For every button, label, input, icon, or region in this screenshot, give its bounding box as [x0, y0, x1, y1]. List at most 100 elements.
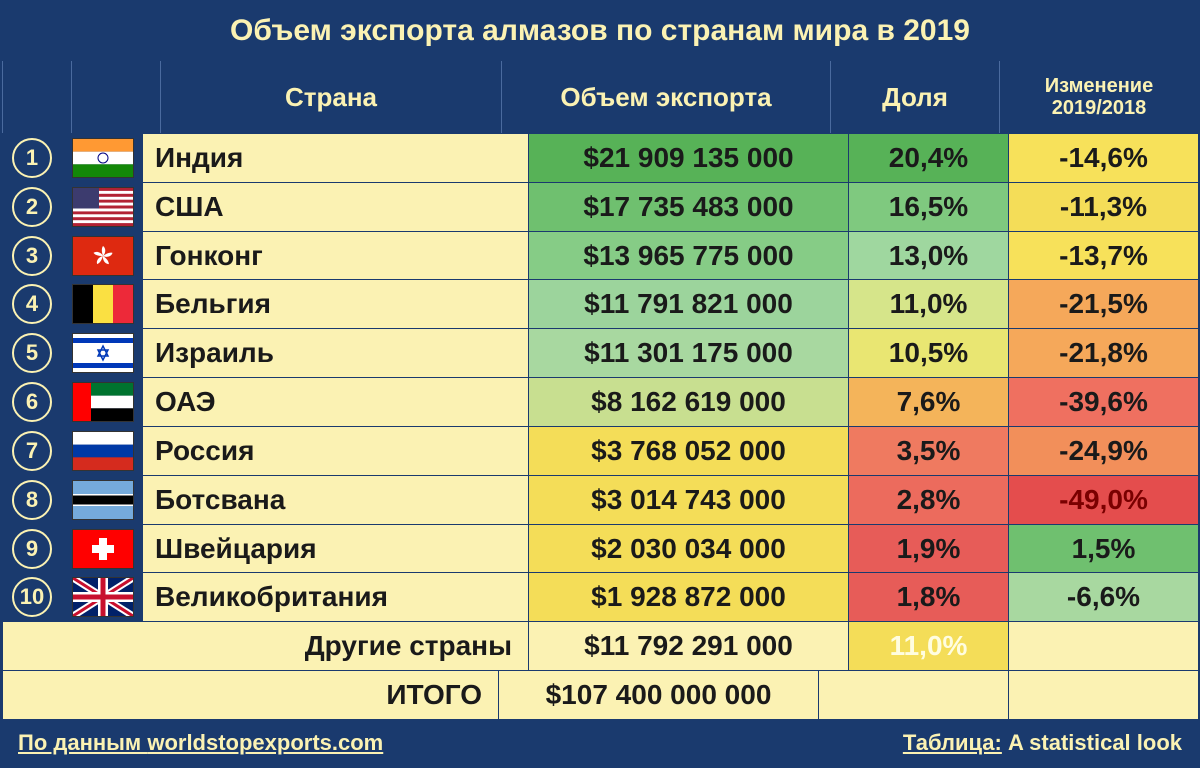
israel-flag-icon [72, 333, 134, 373]
header-country: Страна [160, 61, 501, 133]
uae-flag-icon [72, 382, 134, 422]
summary-other-share-text: 11,0% [890, 630, 968, 662]
header-change: Изменение 2019/2018 [999, 61, 1198, 133]
share-cell: 13,0% [848, 232, 1008, 280]
summary-other-label: Другие страны [2, 622, 528, 670]
switzerland-flag-icon [72, 529, 134, 569]
rank-badge: 6 [12, 382, 52, 422]
header-row: Страна Объем экспорта Доля Изменение 201… [2, 61, 1198, 133]
table-title: Объем экспорта алмазов по странам мира в… [2, 2, 1198, 61]
rank-cell: 4 [2, 280, 62, 328]
rank-badge: 8 [12, 480, 52, 520]
volume-cell: $3 014 743 000 [528, 476, 848, 524]
table-row: 7 Россия$3 768 052 0003,5%-24,9% [2, 426, 1198, 475]
uk-flag-icon [72, 577, 134, 617]
country-cell: Индия [142, 134, 528, 182]
usa-flag-icon [72, 187, 134, 227]
footer-credit: Таблица: A statistical look [903, 730, 1182, 756]
share-cell: 7,6% [848, 378, 1008, 426]
change-cell: -49,0% [1008, 476, 1198, 524]
share-cell: 2,8% [848, 476, 1008, 524]
header-volume: Объем экспорта [501, 61, 830, 133]
share-cell: 16,5% [848, 183, 1008, 231]
summary-total-label: ИТОГО [2, 671, 498, 719]
country-cell: Швейцария [142, 525, 528, 573]
flag-cell [62, 525, 142, 573]
rank-cell: 2 [2, 183, 62, 231]
table-row: 5Израиль$11 301 175 00010,5%-21,8% [2, 328, 1198, 377]
russia-flag-icon [72, 431, 134, 471]
summary-other-share: 11,0% [848, 622, 1008, 670]
country-cell: Бельгия [142, 280, 528, 328]
footer-left-prefix: По данным [18, 730, 147, 755]
volume-cell: $3 768 052 000 [528, 427, 848, 475]
share-cell: 3,5% [848, 427, 1008, 475]
rank-badge: 10 [12, 577, 52, 617]
share-cell: 1,8% [848, 573, 1008, 621]
flag-cell [62, 427, 142, 475]
rank-cell: 8 [2, 476, 62, 524]
share-cell: 20,4% [848, 134, 1008, 182]
header-rank [2, 61, 71, 133]
rank-cell: 3 [2, 232, 62, 280]
country-cell: Ботсвана [142, 476, 528, 524]
country-cell: Израиль [142, 329, 528, 377]
rank-badge: 3 [12, 236, 52, 276]
rank-badge: 4 [12, 284, 52, 324]
volume-cell: $2 030 034 000 [528, 525, 848, 573]
india-flag-icon [72, 138, 134, 178]
summary-total-blank2 [1008, 671, 1198, 719]
footer-right-text: A statistical look [1002, 730, 1182, 755]
volume-cell: $11 791 821 000 [528, 280, 848, 328]
rank-badge: 2 [12, 187, 52, 227]
change-cell: -39,6% [1008, 378, 1198, 426]
table-row: 10Великобритания$1 928 872 0001,8%-6,6% [2, 572, 1198, 621]
country-cell: ОАЭ [142, 378, 528, 426]
country-cell: Россия [142, 427, 528, 475]
volume-cell: $11 301 175 000 [528, 329, 848, 377]
share-cell: 1,9% [848, 525, 1008, 573]
rank-cell: 1 [2, 134, 62, 182]
table-container: Объем экспорта алмазов по странам мира в… [0, 0, 1200, 768]
summary-other-blank [1008, 622, 1198, 670]
flag-cell [62, 329, 142, 377]
header-share: Доля [830, 61, 999, 133]
change-cell: -24,9% [1008, 427, 1198, 475]
rank-badge: 1 [12, 138, 52, 178]
hongkong-flag-icon [72, 236, 134, 276]
flag-cell [62, 573, 142, 621]
rank-badge: 9 [12, 529, 52, 569]
rank-cell: 9 [2, 525, 62, 573]
volume-cell: $8 162 619 000 [528, 378, 848, 426]
table-row: 3Гонконг$13 965 775 00013,0%-13,7% [2, 231, 1198, 280]
change-cell: -13,7% [1008, 232, 1198, 280]
rank-cell: 10 [2, 573, 62, 621]
flag-cell [62, 280, 142, 328]
summary-total-volume: $107 400 000 000 [498, 671, 818, 719]
country-cell: Великобритания [142, 573, 528, 621]
rank-badge: 7 [12, 431, 52, 471]
change-cell: -14,6% [1008, 134, 1198, 182]
footer-source: По данным worldstopexports.com [18, 730, 383, 756]
rank-cell: 5 [2, 329, 62, 377]
header-flag [71, 61, 160, 133]
change-cell: -11,3% [1008, 183, 1198, 231]
rank-cell: 7 [2, 427, 62, 475]
flag-cell [62, 134, 142, 182]
footer: По данным worldstopexports.com Таблица: … [2, 719, 1198, 766]
summary-other-row: Другие страны $11 792 291 000 11,0% [2, 621, 1198, 670]
change-cell: -21,5% [1008, 280, 1198, 328]
change-cell: -6,6% [1008, 573, 1198, 621]
summary-total-blank1 [818, 671, 1008, 719]
volume-cell: $13 965 775 000 [528, 232, 848, 280]
footer-right-prefix: Таблица: [903, 730, 1002, 755]
table-row: 4Бельгия$11 791 821 00011,0%-21,5% [2, 279, 1198, 328]
table-row: 8 Ботсвана$3 014 743 0002,8%-49,0% [2, 475, 1198, 524]
flag-cell [62, 183, 142, 231]
table-row: 9Швейцария$2 030 034 0001,9%1,5% [2, 524, 1198, 573]
country-cell: США [142, 183, 528, 231]
summary-total-row: ИТОГО $107 400 000 000 [2, 670, 1198, 719]
flag-cell [62, 476, 142, 524]
share-cell: 10,5% [848, 329, 1008, 377]
belgium-flag-icon [72, 284, 134, 324]
